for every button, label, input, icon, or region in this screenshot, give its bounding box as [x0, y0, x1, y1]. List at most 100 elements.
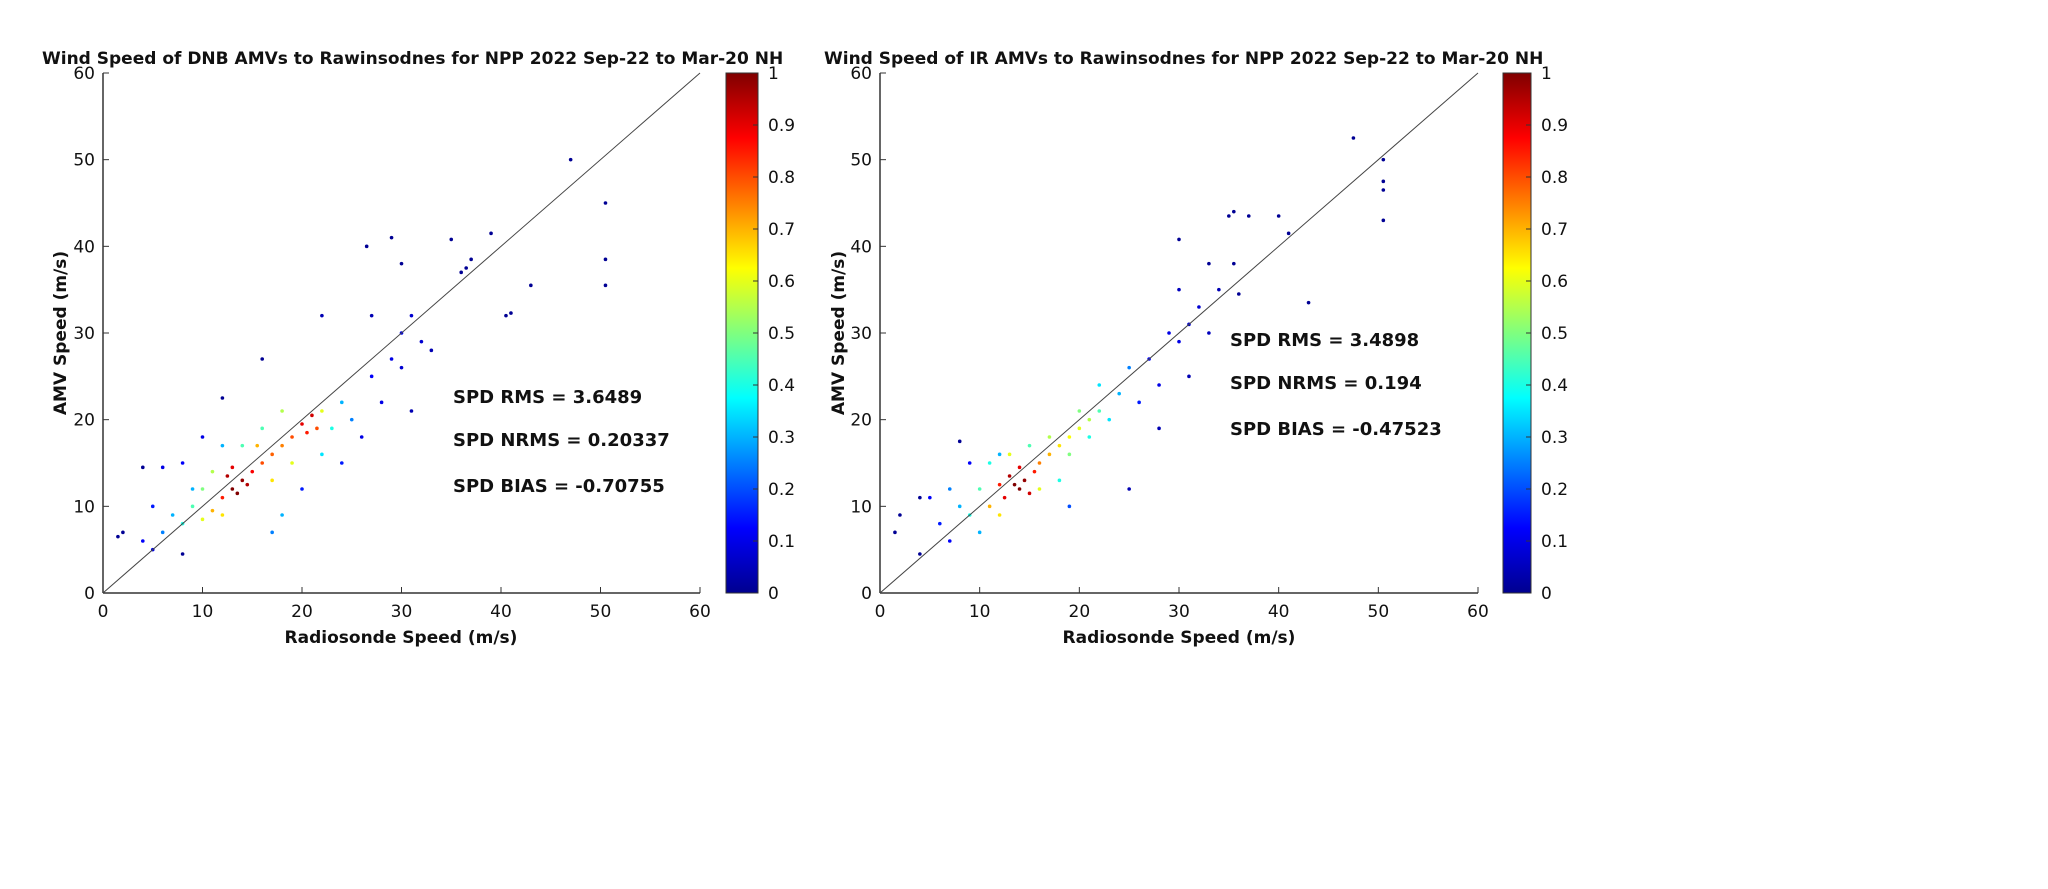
scatter-point	[1232, 261, 1236, 266]
x-tick-label: 40	[1268, 602, 1290, 622]
scatter-point	[1276, 214, 1281, 218]
colorbar-tick-label: 0.9	[768, 116, 795, 136]
scatter-point	[504, 313, 508, 318]
y-tick-label: 0	[861, 584, 872, 604]
stat-bias: SPD BIAS = -0.70755	[453, 476, 665, 497]
scatter-point	[399, 261, 404, 266]
scatter-point	[449, 237, 454, 242]
scatter-point	[369, 374, 374, 379]
scatter-point	[300, 422, 304, 426]
scatter-point	[1077, 426, 1082, 431]
x-tick-label: 20	[1069, 602, 1091, 622]
scatter-point	[121, 530, 125, 535]
scatter-point	[1017, 465, 1022, 470]
scatter-point	[399, 365, 404, 370]
scatter-point	[1381, 179, 1386, 184]
scatter-point	[1381, 157, 1386, 162]
scatter-point	[957, 439, 962, 444]
y-tick-label: 0	[84, 584, 95, 604]
colorbar-tick-label: 1	[1541, 64, 1552, 84]
colorbar-tick-label: 0.6	[1541, 272, 1568, 292]
panel-dnb: Wind Speed of DNB AMVs to Rawinsodnes fo…	[42, 49, 795, 648]
scatter-point	[603, 257, 608, 262]
scatter-point	[150, 504, 155, 509]
scatter-point	[1117, 391, 1121, 396]
scatter-point	[1097, 409, 1102, 413]
stat-rms: SPD RMS = 3.6489	[453, 387, 642, 408]
scatter-point	[160, 530, 165, 535]
scatter-point	[997, 513, 1002, 517]
scatter-point	[1351, 136, 1356, 140]
colorbar-tick-label: 0.4	[768, 376, 795, 396]
colorbar-tick-label: 0.1	[1541, 532, 1568, 552]
x-tick-label: 60	[689, 602, 711, 622]
scatter-point	[1237, 292, 1241, 296]
colorbar-tick-label: 0.7	[768, 220, 795, 240]
y-tick-label: 10	[850, 497, 872, 517]
scatter-point	[1246, 214, 1251, 218]
scatter-point	[230, 465, 235, 470]
scatter-point	[260, 357, 265, 361]
x-tick-label: 60	[1467, 602, 1489, 622]
scatter-point	[1177, 287, 1181, 292]
scatter-point	[280, 409, 284, 413]
scatter-point	[320, 452, 324, 457]
scatter-point	[489, 231, 493, 236]
scatter-point	[603, 283, 608, 288]
scatter-point	[1067, 435, 1072, 439]
panel-ir: Wind Speed of IR AMVs to Rawinsodnes for…	[824, 49, 1568, 648]
y-tick-label: 30	[850, 324, 872, 344]
scatter-point	[898, 513, 902, 517]
x-axis-label: Radiosonde Speed (m/s)	[1063, 628, 1296, 648]
y-axis-label: AMV Speed (m/s)	[829, 251, 849, 415]
scatter-point	[369, 313, 374, 318]
scatter-point	[270, 530, 274, 535]
colorbar-tick-label: 0	[768, 584, 779, 604]
scatter-point	[1127, 365, 1131, 370]
x-tick-label: 0	[875, 602, 886, 622]
scatter-point	[957, 504, 962, 509]
scatter-point	[1022, 478, 1027, 483]
one-to-one-line	[879, 72, 1479, 594]
scatter-point	[255, 443, 260, 448]
scatter-point	[1087, 435, 1092, 439]
scatter-point	[300, 487, 304, 491]
y-tick-label: 40	[73, 237, 95, 257]
stat-rms: SPD RMS = 3.4898	[1230, 330, 1419, 351]
scatter-point	[280, 443, 284, 448]
scatter-point	[220, 495, 225, 500]
scatter-point	[918, 495, 922, 500]
scatter-point	[190, 504, 195, 509]
x-tick-label: 30	[1168, 602, 1190, 622]
x-tick-label: 30	[391, 602, 413, 622]
scatter-point	[220, 396, 225, 400]
scatter-point	[290, 435, 294, 439]
scatter-point	[509, 311, 513, 315]
scatter-point	[320, 409, 324, 413]
one-to-one-line	[102, 72, 701, 594]
scatter-point	[977, 487, 982, 491]
stat-nrms: SPD NRMS = 0.20337	[453, 430, 670, 451]
scatter-point	[1187, 374, 1191, 379]
scatter-point	[1227, 214, 1231, 218]
scatter-point	[409, 313, 414, 318]
scatter-point	[1087, 417, 1092, 422]
scatter-point	[529, 283, 533, 288]
stat-nrms: SPD NRMS = 0.194	[1230, 373, 1422, 394]
scatter-point	[210, 508, 215, 513]
scatter-point	[1077, 409, 1082, 413]
scatter-point	[1037, 461, 1042, 465]
y-tick-label: 20	[850, 411, 872, 431]
scatter-point	[1027, 491, 1032, 496]
scatter-point	[349, 417, 354, 422]
colorbar-tick-label: 0	[1541, 584, 1552, 604]
scatter-point	[200, 517, 205, 522]
scatter-point	[240, 443, 245, 448]
scatter-point	[1157, 383, 1161, 387]
scatter-point	[918, 552, 922, 556]
y-tick-label: 60	[73, 64, 95, 84]
scatter-point	[1381, 188, 1386, 192]
scatter-point	[190, 487, 195, 491]
scatter-point	[225, 474, 230, 478]
scatter-point	[180, 552, 185, 556]
